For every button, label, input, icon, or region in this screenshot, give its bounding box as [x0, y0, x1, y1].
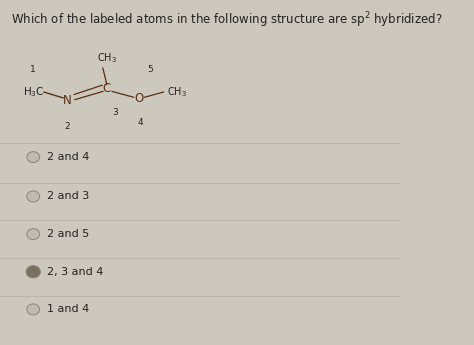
Text: 5: 5	[148, 65, 154, 74]
Text: C: C	[103, 82, 111, 95]
Text: 2 and 3: 2 and 3	[47, 191, 90, 201]
Circle shape	[27, 229, 40, 239]
Text: 1 and 4: 1 and 4	[47, 304, 90, 314]
Text: 4: 4	[138, 118, 144, 127]
Text: H$_3$C: H$_3$C	[23, 85, 45, 99]
Text: Which of the labeled atoms in the following structure are sp$^2$ hybridized?: Which of the labeled atoms in the follow…	[11, 10, 443, 30]
Circle shape	[27, 191, 40, 202]
Text: 1: 1	[30, 65, 36, 74]
Text: CH$_3$: CH$_3$	[166, 85, 187, 99]
Text: 3: 3	[112, 108, 118, 117]
Text: CH$_3$: CH$_3$	[97, 51, 117, 65]
Text: 2 and 5: 2 and 5	[47, 229, 90, 239]
Text: 2, 3 and 4: 2, 3 and 4	[47, 267, 103, 277]
Text: 2: 2	[64, 122, 70, 131]
Circle shape	[26, 266, 40, 278]
Text: 2 and 4: 2 and 4	[47, 152, 90, 162]
Text: N: N	[63, 94, 72, 107]
Circle shape	[27, 304, 40, 315]
Circle shape	[27, 151, 40, 162]
Text: O: O	[134, 92, 143, 106]
